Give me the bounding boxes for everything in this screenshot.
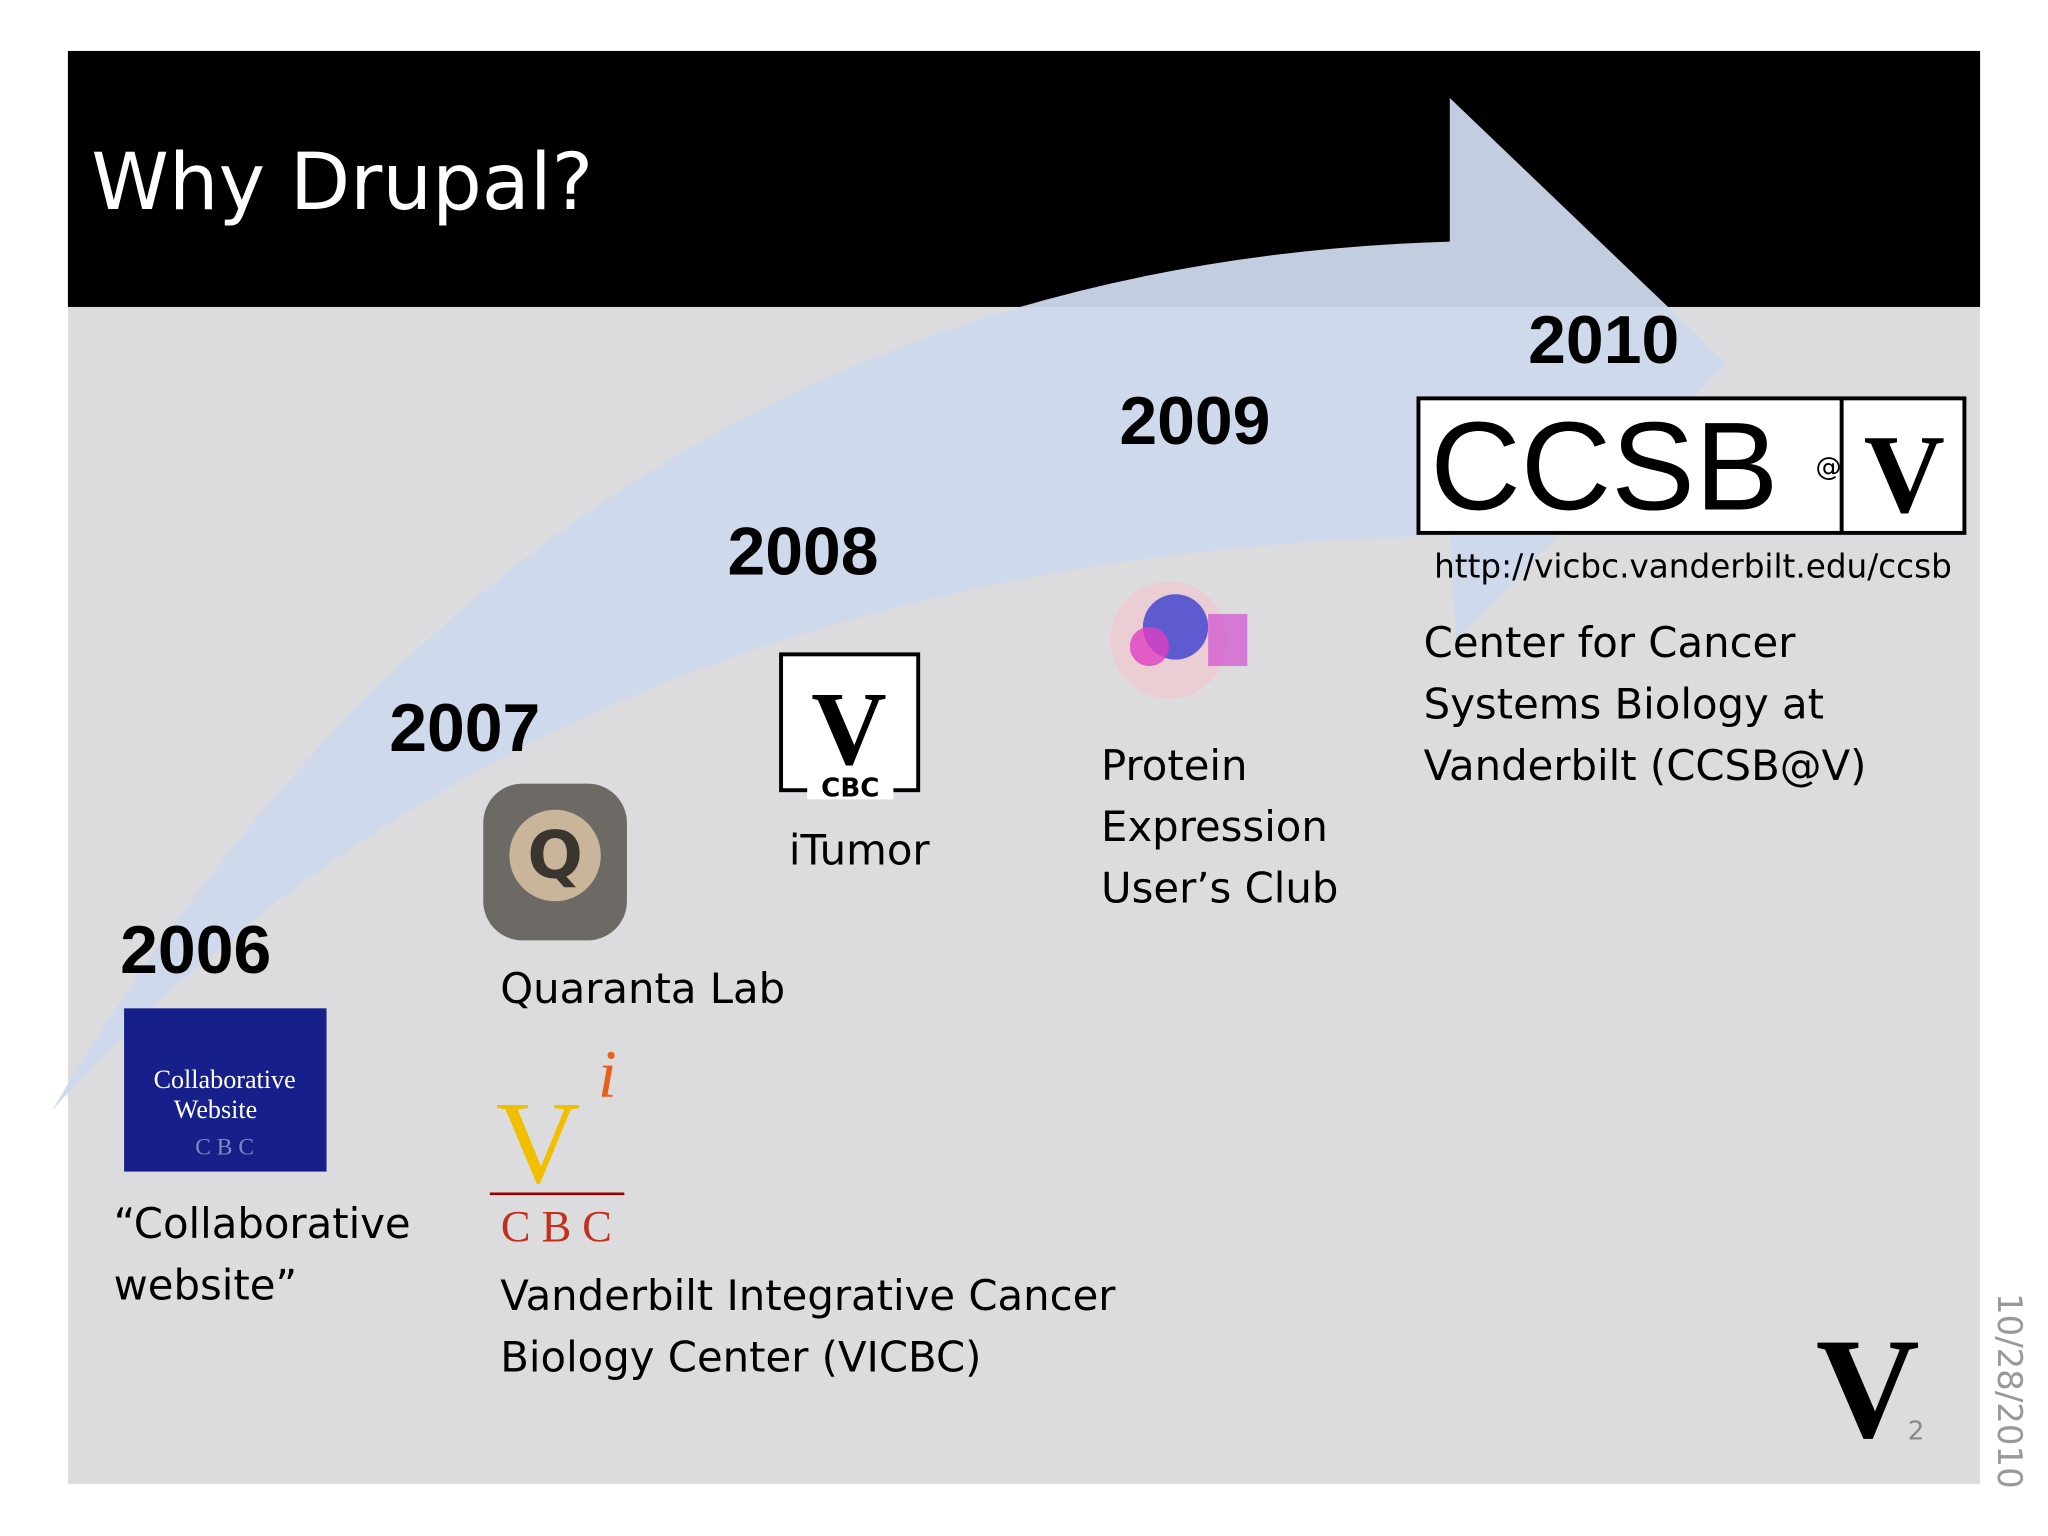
year: 2008: [728, 515, 879, 590]
slide-title: Why Drupal?: [91, 137, 593, 228]
label: Biology Center (VICBC): [500, 1332, 981, 1381]
label: Expression: [1101, 802, 1328, 851]
year: 2009: [1119, 384, 1270, 459]
page-number: 2: [1908, 1416, 1925, 1446]
url: http://vicbc.vanderbilt.edu/ccsb: [1434, 547, 1952, 585]
footer-logo: V: [1816, 1310, 1920, 1469]
logo-text: Website: [174, 1095, 257, 1124]
year: 2006: [120, 913, 271, 988]
label: Protein: [1101, 741, 1247, 790]
logo-text: @: [1816, 452, 1842, 482]
timeline-arrow: [52, 97, 1727, 1111]
year: 2007: [389, 691, 540, 766]
label: Vanderbilt Integrative Cancer: [500, 1271, 1116, 1320]
logo-text: CCSB: [1430, 395, 1778, 536]
label: Vanderbilt (CCSB@V): [1424, 741, 1867, 790]
label: website”: [114, 1261, 298, 1310]
year: 2010: [1528, 303, 1679, 378]
logo-text: Collaborative: [154, 1065, 296, 1094]
protein-image: [1110, 581, 1248, 699]
date: 10/28/2010: [1989, 1293, 2029, 1489]
label: Quaranta Lab: [500, 964, 785, 1013]
logo-text: V: [1864, 413, 1945, 537]
logo-text: i: [598, 1036, 617, 1112]
header-band: [67, 50, 1981, 307]
logo-text: V: [496, 1078, 581, 1208]
logo-text: CBC: [821, 774, 879, 804]
label: Systems Biology at: [1424, 679, 1824, 728]
collaborative-logo: [124, 1008, 327, 1172]
label: Center for Cancer: [1424, 618, 1797, 667]
label: User’s Club: [1101, 864, 1338, 913]
label: “Collaborative: [114, 1199, 411, 1248]
logo-shape: [509, 809, 601, 902]
logo-text: C B C: [501, 1201, 612, 1251]
logo-text: C B C: [195, 1135, 254, 1161]
ccsb-logo: [1416, 396, 1967, 535]
logo-text: Q: [527, 818, 583, 894]
label: iTumor: [789, 826, 931, 875]
logo-text: V: [811, 671, 886, 787]
logo-shape: [807, 773, 894, 800]
